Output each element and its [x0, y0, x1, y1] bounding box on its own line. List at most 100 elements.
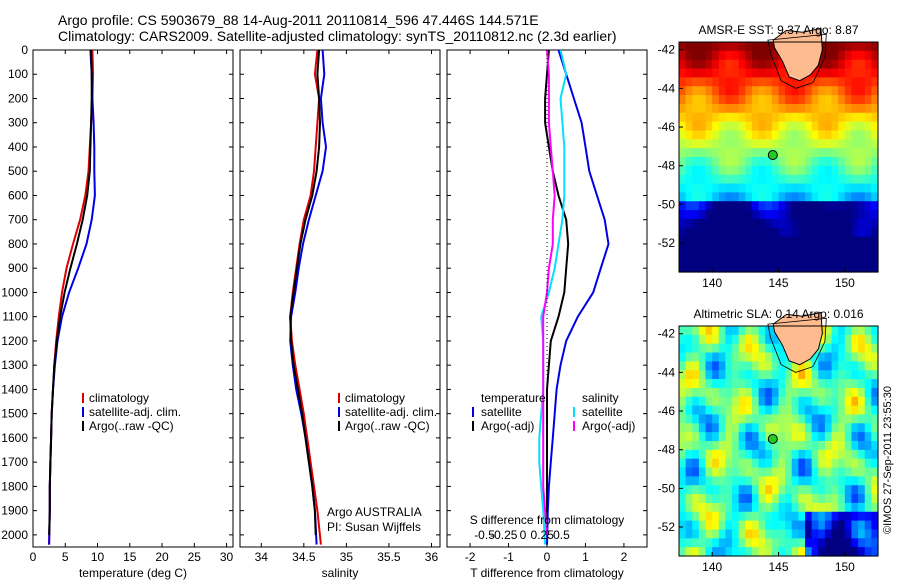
sla_map-cell	[824, 467, 833, 477]
sla_map-cell	[738, 449, 746, 460]
sla_map-cell	[738, 423, 746, 433]
sla_map-cell	[864, 485, 872, 495]
sla_map-cell	[692, 352, 700, 362]
sla_map-cell	[745, 405, 753, 416]
sst_map-cell	[858, 157, 866, 167]
sla_map-cell	[778, 485, 786, 495]
sla_map-cell	[745, 396, 753, 407]
sla_map-cell	[712, 511, 720, 522]
sla_map-cell	[758, 538, 766, 548]
sst_map-cell	[818, 210, 826, 220]
sst_map-cell	[851, 121, 859, 132]
sla_map-cell	[758, 423, 766, 433]
sla_map-cell	[745, 520, 753, 531]
sst_map-cell	[798, 148, 806, 158]
sst_map-cell	[824, 139, 833, 149]
sla_map-cell	[725, 405, 733, 416]
sla_map-cell	[718, 458, 727, 469]
sst_map-cell	[685, 95, 693, 105]
sst_map-cell	[712, 148, 720, 158]
sla_map-cell	[738, 334, 746, 345]
sst_map-cell	[798, 165, 806, 176]
sla_map-cell	[738, 502, 746, 513]
sst_map-cell	[798, 263, 806, 273]
sst_map-cell	[718, 174, 727, 185]
sst_map-cell	[844, 68, 853, 78]
sst_map-cell	[785, 157, 793, 167]
sst_map-cell	[718, 103, 727, 114]
sla_map-cell	[745, 476, 753, 486]
sst_map-cell	[798, 254, 806, 264]
depth-tick-label: 1200	[1, 334, 28, 348]
sla_map-cell	[805, 405, 813, 416]
sla_map-cell	[705, 502, 713, 513]
sla_map-cell	[732, 396, 740, 407]
sla_map-cell	[798, 547, 806, 557]
sst_map-cell	[679, 59, 687, 70]
sla_map-cell	[718, 520, 727, 531]
sla_map-cell	[679, 458, 687, 469]
sst_map-cell	[712, 86, 720, 96]
sst_map-cell	[791, 86, 799, 96]
sla_map-cell	[805, 547, 813, 557]
sst_map-cell	[818, 245, 826, 255]
sst_map-cell	[765, 165, 773, 176]
sst_map-cell	[871, 130, 879, 140]
sla_map-cell	[758, 414, 766, 424]
sla_map-cell	[712, 352, 720, 362]
sst_map-cell	[698, 183, 707, 193]
sla_map-cell	[851, 520, 859, 531]
sla_map-cell	[791, 405, 799, 416]
sst_map-cell	[685, 192, 693, 202]
sla_map-cell	[871, 361, 879, 371]
sst_map-cell	[712, 245, 720, 255]
sst_map-cell	[844, 42, 853, 52]
sst_map-cell	[844, 157, 853, 167]
sst_map-cell	[778, 121, 786, 132]
sst_map-cell	[798, 139, 806, 149]
sst_map-cell	[824, 59, 833, 70]
sla_map-cell	[858, 538, 866, 548]
sla_map-ytick-label: -42	[658, 327, 676, 341]
sla_map-cell	[798, 405, 806, 416]
sst_map-cell	[851, 130, 859, 140]
sla_map-cell	[679, 405, 687, 416]
sla_map-cells	[679, 326, 879, 557]
sla_map-cell	[851, 476, 859, 486]
sst_map-cell	[698, 227, 707, 238]
sst_map-cell	[725, 86, 733, 96]
sla_map-cell	[851, 449, 859, 460]
sla_map-cell	[858, 547, 866, 557]
sla_map-cell	[838, 387, 846, 398]
sst_map-cell	[758, 139, 766, 149]
sla_map-cell	[771, 467, 780, 477]
sst_map-cell	[692, 174, 700, 185]
sst_map-cell	[705, 245, 713, 255]
sst_map-cell	[824, 254, 833, 264]
sla_map-cell	[785, 520, 793, 531]
sla_map-cell	[831, 352, 839, 362]
sst_map-cell	[758, 201, 766, 211]
sla_map-cell	[811, 361, 819, 371]
sst_map-cell	[685, 59, 693, 70]
sst_map-cell	[698, 86, 707, 96]
sla_map-cell	[824, 432, 833, 442]
sla_map-cell	[785, 467, 793, 477]
sst_map-cell	[811, 174, 819, 185]
sst_map-cell	[831, 157, 839, 167]
sst_map-cell	[851, 42, 859, 52]
sla_map-cell	[785, 361, 793, 371]
sla_map-cell	[831, 511, 839, 522]
sla_map-cell	[871, 511, 879, 522]
sla_map-cell	[751, 467, 760, 477]
sst_map-cell	[844, 227, 853, 238]
sst_map-cell	[824, 236, 833, 247]
sst_map-cell	[851, 218, 859, 229]
sla_map-cell	[844, 449, 853, 460]
sst_map-cell	[679, 112, 687, 123]
sst_map-cell	[838, 218, 846, 229]
sst_map-cell	[751, 121, 760, 132]
sla_map-cell	[818, 511, 826, 522]
sst_map-cell	[685, 183, 693, 193]
sst_map-cell	[811, 103, 819, 114]
